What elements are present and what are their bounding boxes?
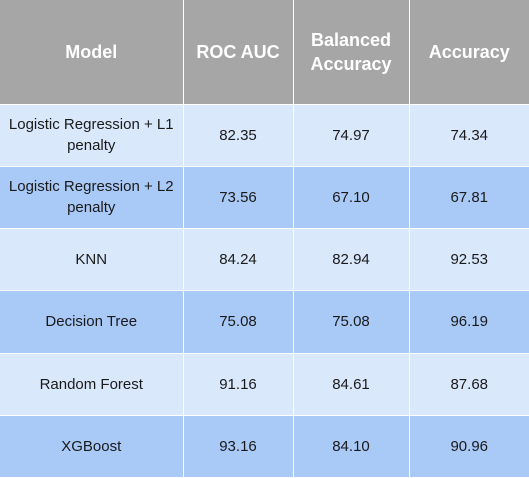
balanced-accuracy-cell: 67.10 [293, 166, 410, 230]
balanced-accuracy-cell: 84.10 [293, 415, 410, 478]
table-body: Logistic Regression + L1 penalty 82.35 7… [0, 104, 529, 478]
accuracy-cell: 90.96 [409, 415, 529, 478]
header-roc-auc: ROC AUC [183, 0, 294, 105]
model-name-cell: XGBoost [0, 415, 184, 478]
accuracy-cell: 87.68 [409, 353, 529, 416]
model-name-cell: KNN [0, 228, 184, 292]
model-name-cell: Logistic Regression + L1 penalty [0, 104, 184, 167]
header-accuracy: Accuracy [409, 0, 529, 105]
table-row: XGBoost 93.16 84.10 90.96 [0, 415, 529, 478]
roc-auc-cell: 75.08 [183, 290, 294, 354]
table-header: Model ROC AUC Balanced Accuracy Accuracy [0, 0, 529, 105]
table-row: Logistic Regression + L2 penalty 73.56 6… [0, 166, 529, 230]
model-name-cell: Decision Tree [0, 290, 184, 354]
accuracy-cell: 67.81 [409, 166, 529, 230]
roc-auc-cell: 93.16 [183, 415, 294, 478]
balanced-accuracy-cell: 82.94 [293, 228, 410, 292]
accuracy-cell: 74.34 [409, 104, 529, 167]
model-name-cell: Logistic Regression + L2 penalty [0, 166, 184, 230]
table-row: Decision Tree 75.08 75.08 96.19 [0, 290, 529, 354]
roc-auc-cell: 84.24 [183, 228, 294, 292]
header-model: Model [0, 0, 184, 105]
balanced-accuracy-cell: 84.61 [293, 353, 410, 416]
header-row: Model ROC AUC Balanced Accuracy Accuracy [0, 0, 529, 105]
table-row: Random Forest 91.16 84.61 87.68 [0, 353, 529, 416]
table-row: Logistic Regression + L1 penalty 82.35 7… [0, 104, 529, 167]
model-name-cell: Random Forest [0, 353, 184, 416]
header-balanced-accuracy: Balanced Accuracy [293, 0, 410, 105]
balanced-accuracy-cell: 75.08 [293, 290, 410, 354]
roc-auc-cell: 82.35 [183, 104, 294, 167]
balanced-accuracy-cell: 74.97 [293, 104, 410, 167]
roc-auc-cell: 73.56 [183, 166, 294, 230]
roc-auc-cell: 91.16 [183, 353, 294, 416]
accuracy-cell: 92.53 [409, 228, 529, 292]
accuracy-cell: 96.19 [409, 290, 529, 354]
table-row: KNN 84.24 82.94 92.53 [0, 228, 529, 292]
